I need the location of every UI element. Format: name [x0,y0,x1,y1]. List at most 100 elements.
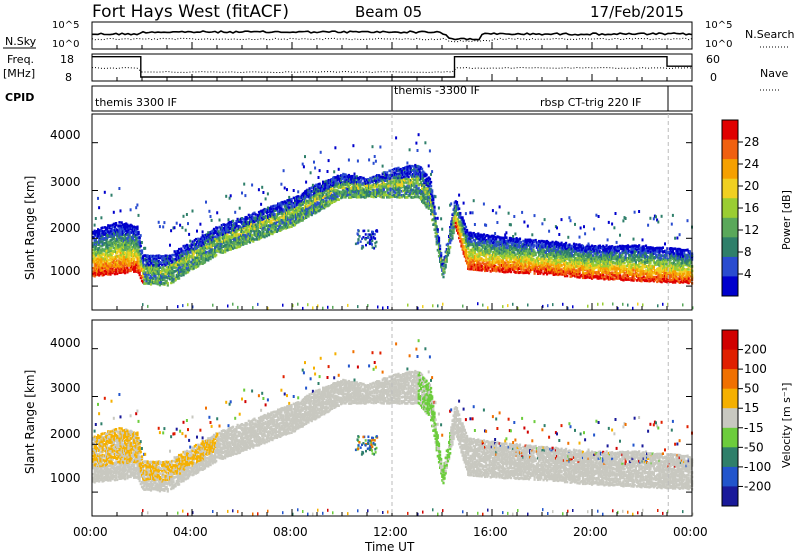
power-cell [445,251,448,255]
power-cell [540,255,543,259]
power-cell [137,260,140,264]
power-cell [334,146,337,150]
power-cell [283,212,286,216]
power-cell [337,192,340,196]
power-cell [360,193,363,196]
power-cell [116,237,119,241]
power-cell [516,268,519,271]
power-cell [400,195,403,199]
power-cell [516,256,519,259]
power-cell [118,231,121,234]
power-cell [205,200,207,204]
power-cell [120,269,123,273]
power-cell [432,207,435,210]
power-cell [111,268,114,271]
power-cell [415,141,418,145]
power-cell [178,274,181,277]
power-cell [106,257,109,260]
power-cell [264,228,267,231]
power-cell [94,239,97,242]
power-cell [280,207,283,210]
power-cell [93,223,96,227]
power-cell [355,191,358,195]
power-cell [453,212,456,216]
power-cell [494,257,497,261]
power-cell [387,182,390,185]
power-cell [157,256,160,260]
power-cell [485,247,488,250]
power-cell [129,248,132,252]
power-cell [288,212,291,216]
power-cell [477,237,480,241]
power-cell [288,195,291,199]
power-cell [507,255,510,258]
power-cell [171,257,174,260]
power-cell [539,270,542,273]
power-cell [382,183,385,186]
power-cell [135,260,138,264]
power-cell [107,230,110,233]
power-cell [175,251,178,255]
power-cell [340,175,343,179]
power-cell [297,199,300,203]
power-cell [116,246,119,250]
power-cell [247,239,250,243]
power-cell [423,199,426,202]
power-cell [248,215,252,219]
power-cell [514,232,517,236]
power-cell [530,239,533,242]
power-cell [297,206,300,209]
power-cell [400,182,403,185]
power-cell [259,230,262,234]
power-cell [202,241,205,245]
power-cell [421,175,424,178]
power-cell [372,161,375,165]
power-cell [383,171,387,174]
power-cell [450,223,453,226]
power-cell [504,256,507,260]
power-cell [139,256,142,259]
power-cell [468,233,471,237]
power-cell [270,207,273,211]
power-cell [513,261,516,264]
power-cell [514,253,517,256]
power-cell [279,206,282,209]
power-cell [387,193,390,197]
power-cell [422,195,425,198]
power-cell [435,232,438,235]
power-cell [499,236,502,239]
power-cell [98,265,101,268]
power-cell [98,258,101,261]
power-cell [472,256,475,259]
power-cell [124,248,127,251]
power-cell [346,189,349,193]
power-cell [468,250,471,254]
power-cell [337,167,340,171]
power-cell [280,204,283,207]
power-cell [346,193,349,196]
power-cell [283,221,286,224]
power-cell [461,216,464,219]
power-cell [490,269,493,272]
power-cell [337,184,340,187]
power-cell [549,260,552,263]
power-cell [516,260,519,263]
power-cell [243,230,246,234]
power-cell [382,178,385,182]
power-cell [166,282,169,285]
power-cell [129,253,132,256]
power-cell [135,244,138,248]
power-cell [238,225,241,228]
power-cell [157,278,160,281]
power-cell [163,221,166,225]
power-cell [398,191,401,194]
power-cell [202,258,205,262]
power-cell [409,195,412,199]
power-cell [102,273,105,277]
power-cell [94,217,97,220]
power-cell [157,261,160,264]
power-cell [484,236,487,239]
power-cell [550,263,553,267]
power-cell [508,241,511,244]
power-cell [315,211,318,214]
